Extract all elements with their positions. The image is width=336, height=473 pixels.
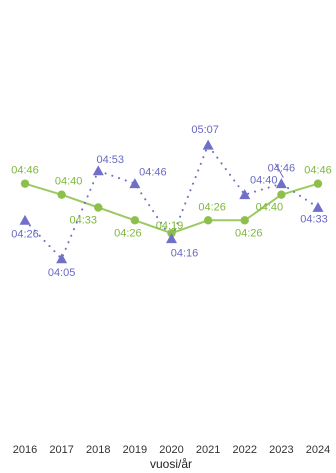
purple-point-2018 — [92, 165, 104, 176]
purple-label-2016: 04:26 — [11, 228, 39, 240]
green-point-2023 — [277, 190, 286, 199]
x-axis-ticks: 2016 2017 2018 2019 2020 2021 2022 2023 2024 — [13, 444, 330, 456]
purple-label-2024: 04:33 — [300, 214, 328, 226]
x-tick-2019: 2019 — [123, 444, 147, 456]
purple-label-2017: 04:05 — [48, 267, 76, 279]
green-label-2019: 04:26 — [114, 227, 142, 239]
x-tick-2020: 2020 — [159, 444, 183, 456]
green-label-2017: 04:40 — [55, 176, 83, 188]
green-label-2020: 04:19 — [156, 220, 184, 232]
purple-label-2022: 04:40 — [250, 175, 278, 187]
x-tick-2024: 2024 — [306, 444, 330, 456]
x-tick-2022: 2022 — [233, 444, 257, 456]
green-point-2016 — [20, 179, 30, 188]
green-point-2019 — [130, 216, 140, 225]
series-markers — [19, 139, 324, 264]
x-axis-title: vuosi/år — [150, 457, 192, 471]
green-label-2021: 04:26 — [198, 201, 226, 213]
purple-label-2023: 04:46 — [268, 163, 296, 175]
purple-point-2021 — [202, 139, 214, 150]
green-label-2016: 04:46 — [11, 165, 39, 177]
purple-point-2024 — [312, 202, 324, 212]
green-point-2017 — [57, 190, 66, 199]
series-line-2 — [24, 144, 319, 260]
green-point-2022 — [240, 216, 249, 225]
purple-point-2023 — [275, 178, 287, 189]
x-tick-2021: 2021 — [196, 444, 220, 456]
x-tick-2016: 2016 — [13, 444, 37, 456]
purple-label-2019: 04:46 — [139, 167, 167, 179]
green-point-2024 — [313, 179, 323, 188]
purple-point-2017 — [56, 253, 68, 264]
x-tick-2017: 2017 — [49, 444, 73, 456]
green-label-2018: 04:33 — [69, 215, 97, 227]
purple-point-2020 — [166, 233, 177, 244]
purple-label-2021: 05:07 — [191, 124, 219, 136]
green-label-2023: 04:40 — [256, 202, 284, 214]
x-tick-2018: 2018 — [86, 444, 110, 456]
purple-label-2020: 04:16 — [171, 248, 199, 260]
green-point-2021 — [203, 216, 213, 225]
purple-label-2018: 04:53 — [96, 154, 124, 166]
green-point-2018 — [94, 203, 103, 212]
data-labels: 04:4604:4004:3304:2604:1904:2604:2604:40… — [11, 124, 332, 279]
green-label-2022: 04:26 — [235, 227, 263, 239]
purple-point-2019 — [129, 178, 141, 189]
purple-point-2022 — [239, 189, 251, 200]
purple-point-2016 — [19, 214, 31, 225]
x-tick-2023: 2023 — [269, 444, 293, 456]
label-leader-2023 — [274, 163, 284, 178]
green-label-2024: 04:46 — [304, 165, 332, 177]
